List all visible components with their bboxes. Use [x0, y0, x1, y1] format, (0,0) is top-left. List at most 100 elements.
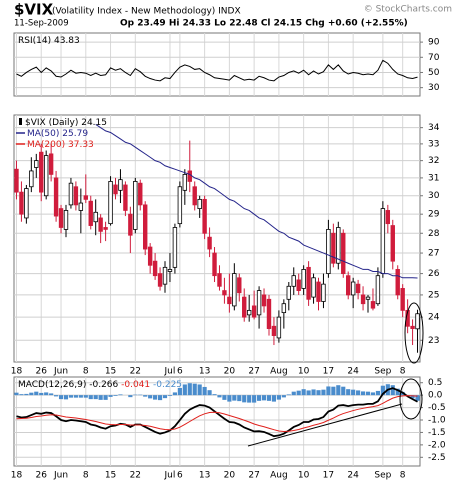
signal-line	[16, 395, 418, 432]
histogram-bar	[415, 395, 420, 401]
x-tick-label: 20	[224, 471, 236, 481]
candle-body	[415, 313, 420, 330]
candle-body	[53, 177, 59, 217]
candle-body	[380, 208, 386, 274]
y-tick-label: 23	[428, 336, 439, 346]
histogram-bar	[103, 395, 108, 400]
histogram-bar	[128, 395, 133, 398]
histogram-bar	[207, 390, 212, 396]
histogram-bar	[39, 392, 44, 396]
histogram-bar	[341, 386, 346, 396]
histogram-bar	[167, 395, 173, 396]
y-tick-label: 70	[428, 53, 440, 63]
x-tick-label: 8	[400, 367, 406, 377]
y-tick-label: 33	[428, 139, 439, 149]
x-tick-label: 15	[105, 367, 116, 377]
x-tick-label: 10	[298, 471, 310, 481]
x-tick-label: 26	[36, 471, 48, 481]
signal-last: -0.041	[121, 380, 150, 390]
rsi-title: RSI(14)	[18, 36, 51, 46]
histogram-bar	[63, 395, 69, 400]
candle-body	[133, 181, 138, 230]
candle-body	[301, 269, 306, 289]
symbol-name: (Volatility Index - New Methodology) IND…	[52, 7, 241, 17]
candle-body	[311, 277, 316, 298]
candle-body	[147, 246, 153, 266]
candle-body	[331, 232, 336, 264]
candle-body	[68, 182, 74, 206]
histogram-bar	[19, 394, 24, 396]
credit: © StockCharts.com	[364, 5, 452, 15]
candle-body	[321, 283, 326, 302]
histogram-bar	[222, 395, 227, 400]
candle-body	[246, 309, 252, 316]
histogram-bar	[217, 395, 222, 398]
annotation-ellipse	[399, 378, 423, 420]
histogram-bar	[331, 386, 336, 396]
histogram-bar	[346, 389, 351, 396]
histogram-bar	[197, 384, 202, 396]
x-tick-label: 15	[105, 471, 116, 481]
candle-body	[207, 236, 212, 250]
histogram-bar	[113, 395, 118, 396]
x-tick-label: 27	[248, 471, 259, 481]
histogram-bar	[291, 391, 296, 396]
candle-body	[256, 290, 262, 316]
candle-body	[197, 198, 202, 209]
y-tick-label: 34	[428, 123, 440, 133]
candle-body	[316, 281, 321, 302]
ma50-name: MA(50)	[27, 129, 59, 139]
histogram-bar	[286, 394, 291, 396]
candle-body	[172, 227, 178, 268]
histogram-bar	[68, 395, 74, 398]
candle-body	[78, 202, 84, 211]
candle-body	[63, 210, 69, 230]
histogram-bar	[143, 395, 148, 397]
candle-body	[58, 208, 64, 228]
histogram-bar	[306, 390, 311, 396]
y-tick-label: 32	[428, 156, 439, 166]
histogram-bar	[296, 390, 301, 396]
x-tick-label: 8	[83, 367, 89, 377]
histogram-bar	[172, 392, 177, 396]
x-tick-label: Sep	[374, 367, 391, 377]
rsi-legend: RSI(14) 43.83	[18, 36, 80, 46]
y-tick-label: 30	[428, 191, 440, 201]
price-legend: $VIX (Daily) 24.15	[25, 118, 107, 128]
histogram-bar	[321, 389, 326, 396]
y-tick-label: -2.0	[428, 440, 446, 450]
histogram-bar	[187, 383, 192, 396]
y-tick-label: 31	[428, 173, 439, 183]
histogram-bar	[232, 395, 237, 401]
date: 11-Sep-2009	[14, 19, 69, 29]
candle-body	[73, 186, 79, 206]
x-tick-label: 18	[11, 471, 23, 481]
candle-body	[167, 269, 173, 272]
candle-body	[182, 174, 188, 191]
histogram-bar	[88, 395, 93, 400]
candle-body	[39, 151, 44, 193]
histogram-bar	[162, 395, 168, 399]
candle-body	[276, 316, 282, 339]
price-panel	[13, 114, 421, 363]
candle-body	[43, 155, 49, 197]
histogram-bar	[390, 385, 395, 396]
histogram-bar	[356, 390, 361, 396]
x-tick-label: Aug	[270, 367, 288, 377]
macd-legend: MACD(12,26,9) -0.266 -0.041 -0.225	[18, 380, 182, 390]
x-tick-label: 20	[224, 367, 236, 377]
rsi-line	[16, 59, 418, 82]
candle-body	[281, 303, 287, 314]
price-title: $VIX (Daily)	[25, 118, 78, 128]
ma50-legend: MA(50) 25.79	[27, 129, 88, 139]
candle-body	[98, 217, 103, 232]
candle-body	[385, 210, 391, 225]
quote: Op 23.49 Hi 24.33 Lo 22.48 Cl 24.15 Chg …	[120, 19, 408, 29]
legend-icon	[19, 118, 22, 125]
candle-body	[192, 186, 197, 206]
histogram-bar	[242, 395, 247, 403]
histogram-bar	[118, 394, 123, 396]
histogram-bar	[58, 395, 64, 400]
rsi-last: 43.83	[54, 36, 80, 46]
